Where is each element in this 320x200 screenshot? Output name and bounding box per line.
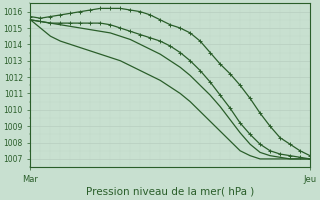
X-axis label: Pression niveau de la mer( hPa ): Pression niveau de la mer( hPa ) xyxy=(86,187,254,197)
